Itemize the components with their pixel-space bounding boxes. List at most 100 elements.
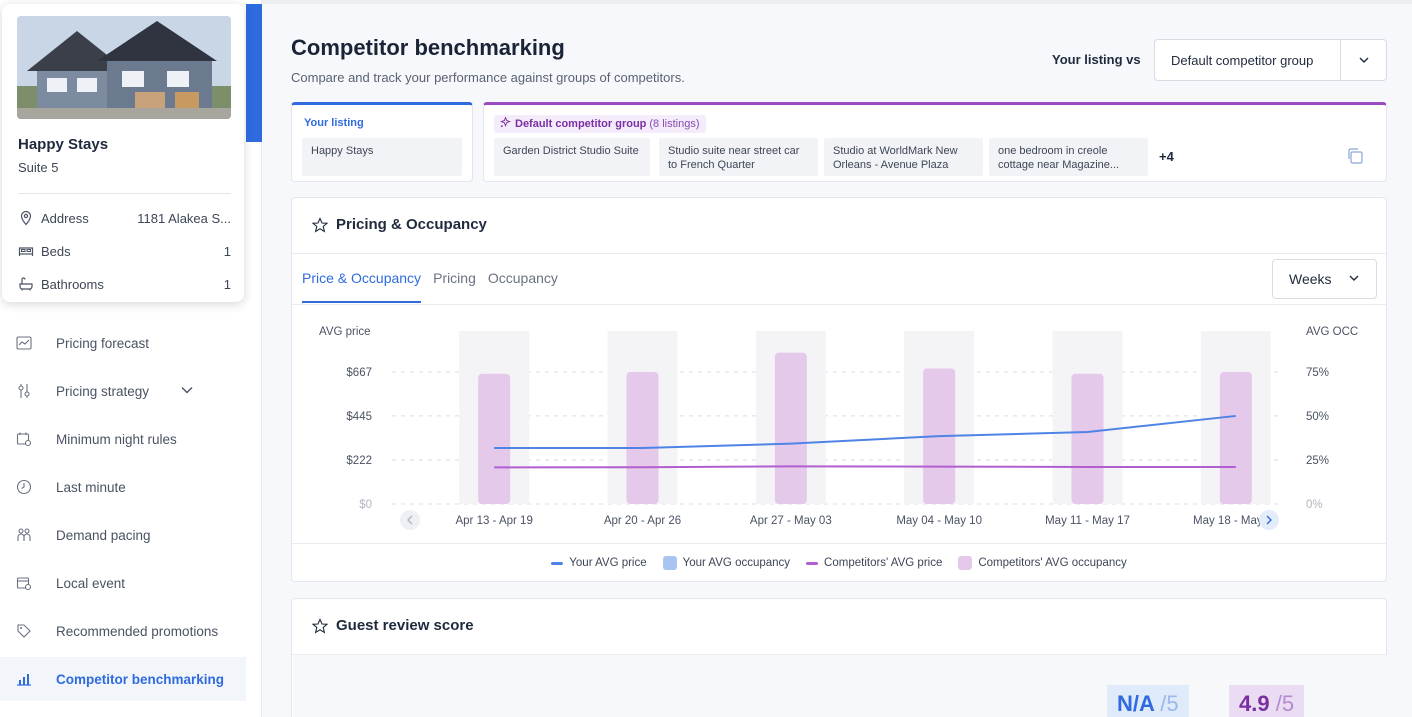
score-panel <box>293 655 1387 717</box>
page-title: Competitor benchmarking <box>291 35 565 60</box>
location-pin-icon <box>18 210 34 226</box>
competitor-chip[interactable]: Studio suite near street car to French Q… <box>659 138 818 176</box>
nav-pricing-strategy[interactable]: Pricing strategy <box>0 369 246 413</box>
nav-minimum-night-rules[interactable]: Minimum night rules <box>0 417 246 461</box>
y2-tick-label: 25% <box>1306 455 1329 467</box>
competitor-listing-name: Studio suite near street car to French Q… <box>668 145 800 171</box>
beds-value: 1 <box>223 243 231 259</box>
legend-your-price[interactable]: Your AVG price <box>551 556 647 570</box>
chevron-down-icon[interactable] <box>180 383 194 400</box>
competitor-group-name: Default competitor group <box>515 118 647 130</box>
property-photo <box>17 16 231 119</box>
your-review-score: N/A /5 <box>1107 685 1189 717</box>
star-icon[interactable] <box>312 216 328 233</box>
legend-swatch <box>662 556 677 570</box>
x-tick-label: May 11 - May 17 <box>1045 515 1130 527</box>
y2-tick-label: 50% <box>1306 411 1329 423</box>
sidebar-scroll-indicator[interactable] <box>246 4 262 142</box>
more-listings-count[interactable]: +4 <box>1159 149 1174 164</box>
y2-tick-label: 75% <box>1306 367 1329 379</box>
address-value: 1181 Alakea S... <box>137 210 231 226</box>
selected-group: Default competitor group <box>1171 52 1314 68</box>
guest-review-card: Guest review score N/A /5 4.9 /5 <box>291 598 1387 717</box>
legend-label: Competitors' AVG price <box>824 557 943 569</box>
your-listing-heading: Your listing <box>304 117 364 129</box>
competitor-price-line <box>494 465 1236 469</box>
divider <box>292 543 1386 544</box>
y2-tick-label: 0% <box>1306 499 1323 511</box>
section-title: Pricing & Occupancy <box>312 216 487 233</box>
divider <box>18 193 231 194</box>
x-tick-label: Apr 13 - Apr 19 <box>455 515 532 527</box>
tab-occupancy[interactable]: Occupancy <box>487 270 558 286</box>
nav-demand-pacing[interactable]: Demand pacing <box>0 513 246 557</box>
people-icon <box>15 526 33 544</box>
nav-recommended-promotions[interactable]: Recommended promotions <box>0 609 246 653</box>
chevron-down-icon <box>1348 271 1360 287</box>
nav-competitor-benchmarking[interactable]: Competitor benchmarking <box>0 657 246 701</box>
competitor-review-score: 4.9 /5 <box>1229 685 1305 717</box>
top-border <box>262 0 1412 4</box>
star-icon[interactable] <box>312 617 328 634</box>
section-title-text: Pricing & Occupancy <box>336 216 487 233</box>
period-value: Weeks <box>1289 271 1332 287</box>
copy-icon[interactable] <box>1346 147 1364 170</box>
event-icon <box>15 574 33 592</box>
x-tick-label: May 04 - May 10 <box>896 515 982 527</box>
sidebar: Happy Stays Suite 5 Address 1181 Alakea … <box>0 0 262 717</box>
chart-icon <box>15 334 33 352</box>
property-name: Happy Stays <box>18 136 109 153</box>
beds-label: Beds <box>41 243 71 259</box>
y-tick-label: $445 <box>346 411 372 423</box>
nav-last-minute[interactable]: Last minute <box>0 465 246 509</box>
legend-competitor-price[interactable]: Competitors' AVG price <box>806 556 942 570</box>
bathrooms-row: Bathrooms 1 <box>18 274 231 294</box>
competitor-chip[interactable]: Garden District Studio Suite <box>494 138 650 176</box>
legend-your-occupancy[interactable]: Your AVG occupancy <box>662 556 791 570</box>
score-scale: /5 <box>1275 691 1295 716</box>
legend-competitor-occupancy[interactable]: Competitors' AVG occupancy <box>958 556 1127 570</box>
your-price-line <box>494 414 1236 449</box>
legend-label: Competitors' AVG occupancy <box>978 557 1127 569</box>
nav-local-event[interactable]: Local event <box>0 561 246 605</box>
competitor-occupancy-bar <box>1071 373 1104 504</box>
competitor-listing-name: Garden District Studio Suite <box>503 145 639 157</box>
nav-label: Local event <box>56 575 126 591</box>
benchmark-icon <box>15 670 33 688</box>
competitor-chip[interactable]: one bedroom in creole cottage near Magaz… <box>989 138 1148 176</box>
chart-tabs: Price & Occupancy Pricing Occupancy <box>302 270 570 303</box>
legend-swatch <box>958 556 973 570</box>
section-title-text: Guest review score <box>336 617 474 634</box>
nav-label: Minimum night rules <box>56 431 177 447</box>
competitor-chip[interactable]: Studio at WorldMark New Orleans - Avenue… <box>824 138 983 176</box>
period-select[interactable]: Weeks <box>1272 259 1377 299</box>
legend-label: Your AVG occupancy <box>682 557 791 569</box>
chevron-down-icon[interactable] <box>1340 40 1386 80</box>
divider <box>292 253 1386 254</box>
compare-label: Your listing vs <box>1052 52 1141 67</box>
legend-label: Your AVG price <box>569 557 647 569</box>
page-subtitle: Compare and track your performance again… <box>291 70 685 85</box>
competitor-occupancy-bar <box>1219 372 1252 504</box>
tab-price-occupancy[interactable]: Price & Occupancy <box>302 270 422 303</box>
competitor-group-select[interactable]: Default competitor group <box>1154 39 1387 81</box>
chart-prev-button[interactable] <box>400 510 420 530</box>
legend-swatch <box>806 561 819 565</box>
divider <box>292 304 1386 305</box>
nav-label: Recommended promotions <box>56 623 219 639</box>
tab-pricing[interactable]: Pricing <box>433 270 476 286</box>
tag-icon <box>15 622 33 640</box>
nav-label: Pricing strategy <box>56 383 150 399</box>
chart-next-button[interactable] <box>1259 510 1279 530</box>
your-listing-chip[interactable]: Happy Stays <box>302 138 462 176</box>
property-card[interactable]: Happy Stays Suite 5 Address 1181 Alakea … <box>2 4 244 302</box>
competitor-occupancy-bar <box>478 373 511 504</box>
competitor-count: (8 listings) <box>649 118 700 130</box>
competitor-listing-name: Studio at WorldMark New Orleans - Avenue… <box>833 145 958 171</box>
nav-label: Last minute <box>56 479 126 495</box>
beds-row: Beds 1 <box>18 241 231 261</box>
sparkle-icon <box>500 116 511 131</box>
legend-swatch <box>551 561 564 565</box>
nav-pricing-forecast[interactable]: Pricing forecast <box>0 321 246 365</box>
y-tick-label: $667 <box>346 367 372 379</box>
